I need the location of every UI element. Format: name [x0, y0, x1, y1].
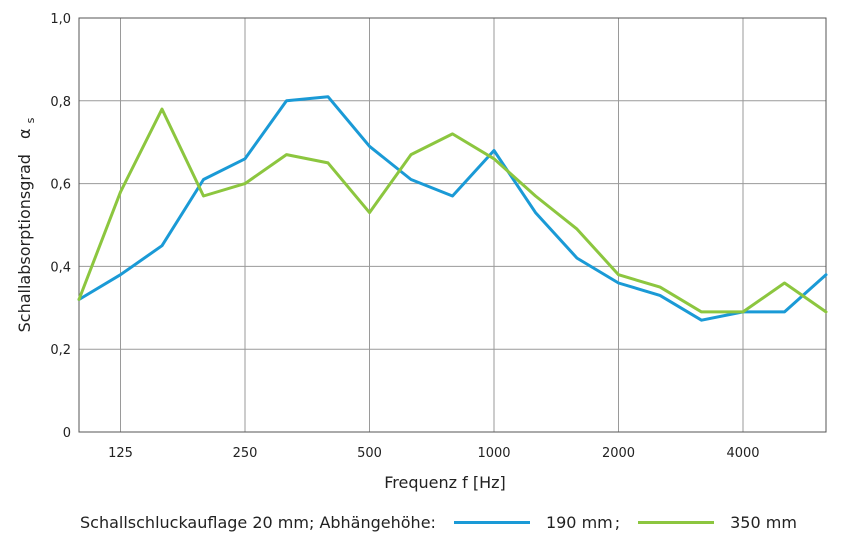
y-tick-label: 1,0: [50, 12, 71, 27]
y-tick-label: 0,4: [50, 260, 71, 275]
chart: 0 0,2 0,4 0,6 0,8 1,0 125 250 500 1000 2000 4000 F…: [15, 12, 828, 492]
legend-label-190: 190 mm: [545, 512, 613, 532]
plot-frame: [78, 17, 827, 433]
x-tick-label: 125: [108, 446, 133, 461]
x-axis-label: Frequenz f [Hz]: [384, 473, 506, 492]
y-axis-label: Schallabsorptionsgrad α s: [15, 117, 37, 332]
legend: Schallschluckauflage 20 mm; Abhängehöhe:…: [80, 510, 797, 534]
grid: [79, 18, 826, 432]
series-layer: [77, 95, 828, 322]
y-tick-label: 0,2: [50, 343, 71, 358]
series-line-350-mm: [77, 107, 828, 314]
y-tick-label: 0,6: [50, 178, 71, 193]
x-tick-label: 2000: [602, 446, 635, 461]
y-tick-label: 0: [63, 426, 71, 441]
y-axis-symbol: α: [15, 128, 34, 139]
series-line-190-mm: [77, 95, 828, 322]
legend-swatch-350: [638, 520, 715, 524]
x-axis-ticks: 125 250 500 1000 2000 4000: [108, 446, 759, 461]
y-axis-label-text: Schallabsorptionsgrad: [15, 154, 34, 332]
legend-label-350: 350 mm: [730, 512, 797, 532]
y-tick-label: 0,8: [50, 95, 71, 110]
y-axis-symbol-subscript: s: [24, 117, 37, 123]
legend-separator: ;: [614, 512, 621, 532]
legend-prefix: Schallschluckauflage 20 mm; Abhängehöhe:: [80, 512, 436, 532]
y-axis-ticks: 0 0,2 0,4 0,6 0,8 1,0: [50, 12, 71, 441]
x-tick-label: 4000: [726, 446, 759, 461]
x-tick-label: 500: [357, 446, 382, 461]
x-tick-label: 1000: [477, 446, 510, 461]
x-tick-label: 250: [233, 446, 258, 461]
legend-swatch-190: [453, 520, 530, 524]
